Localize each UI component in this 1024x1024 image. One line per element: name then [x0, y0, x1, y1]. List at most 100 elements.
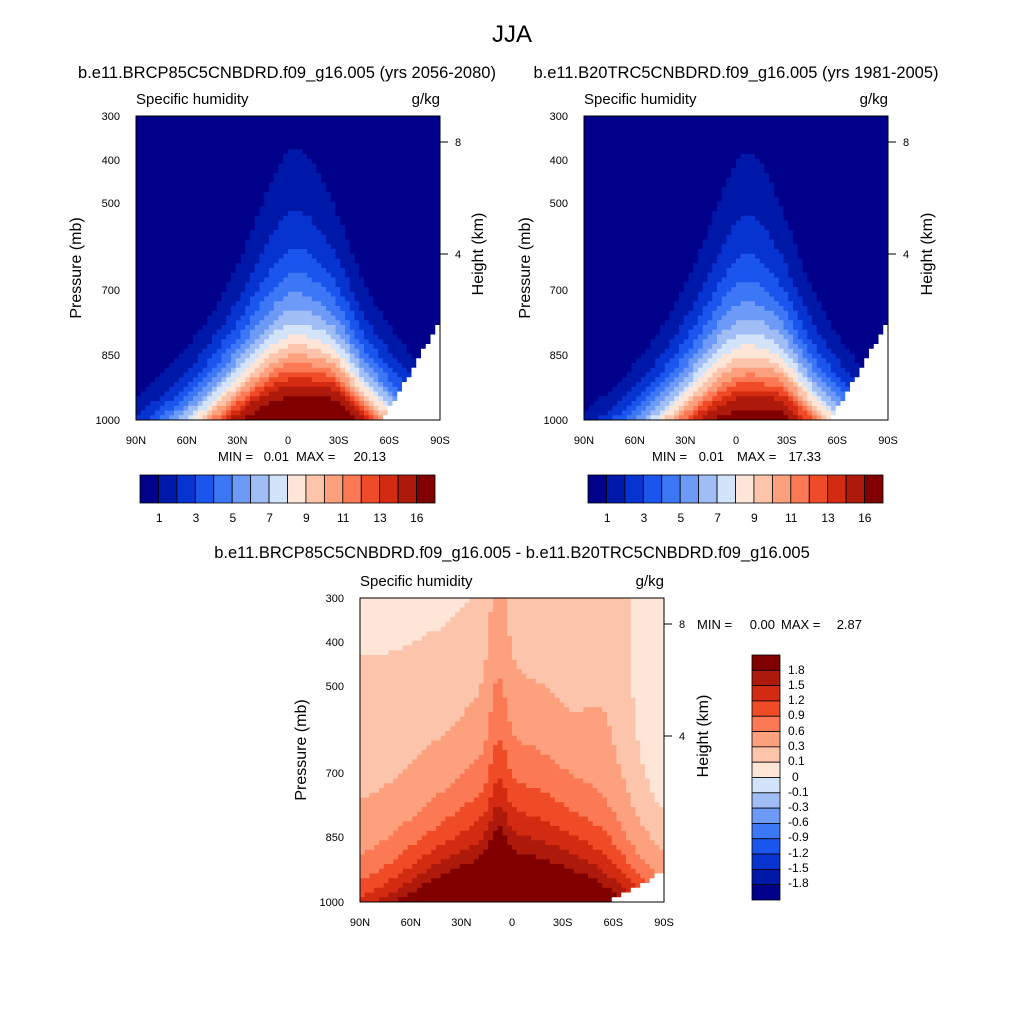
panel-rcp85-contour-cell	[416, 344, 422, 350]
panel-rcp85-contour-cell	[259, 215, 265, 221]
panel-20tr-contour-cell	[750, 130, 756, 136]
panel-rcp85-contour-cell	[387, 306, 393, 312]
panel-rcp85-contour-cell	[221, 377, 227, 383]
panel-rcp85-contour-cell	[297, 315, 303, 321]
panel-rcp85-contour-cell	[169, 182, 175, 188]
panel-rcp85-contour-cell	[364, 320, 370, 326]
panel-rcp85-contour-cell	[136, 211, 142, 217]
panel-rcp85-contour-cell	[259, 201, 265, 207]
panel-rcp85-contour-cell	[240, 348, 246, 354]
panel-rcp85-contour-cell	[416, 258, 422, 264]
panel-rcp85-contour-cell	[178, 215, 184, 221]
panel-20tr-contour-cell	[740, 130, 746, 136]
panel-rcp85-contour-cell	[297, 192, 303, 198]
panel-rcp85-contour-cell	[269, 401, 275, 407]
panel-rcp85-contour-cell	[416, 192, 422, 198]
panel-rcp85-contour-cell	[221, 192, 227, 198]
panel-rcp85-contour-cell	[188, 363, 194, 369]
panel-rcp85-contour-cell	[283, 192, 289, 198]
panel-rcp85-contour-cell	[311, 139, 317, 145]
panel-rcp85-mask-cell	[425, 367, 431, 373]
panel-rcp85-contour-cell	[283, 220, 289, 226]
panel-20tr-contour-cell	[769, 120, 775, 126]
panel-rcp85-contour-cell	[188, 130, 194, 136]
panel-rcp85-contour-cell	[202, 158, 208, 164]
panel-20tr-contour-cell	[717, 158, 723, 164]
panel-rcp85-contour-cell	[178, 415, 184, 421]
panel-rcp85-contour-cell	[212, 296, 218, 302]
panel-rcp85-contour-cell	[421, 154, 427, 160]
panel-rcp85-contour-cell	[354, 325, 360, 331]
panel-rcp85-contour-cell	[392, 258, 398, 264]
panel-20tr-contour-cell	[712, 163, 718, 169]
panel-rcp85-contour-cell	[364, 177, 370, 183]
panel-rcp85-contour-cell	[169, 296, 175, 302]
panel-rcp85-contour-cell	[145, 230, 151, 236]
panel-20tr-contour-cell	[807, 163, 813, 169]
panel-rcp85-contour-cell	[150, 268, 156, 274]
panel-rcp85-contour-cell	[159, 225, 165, 231]
panel-rcp85-contour-cell	[269, 168, 275, 174]
panel-20tr-contour-cell	[622, 144, 628, 150]
panel-rcp85-mask-cell	[430, 358, 436, 364]
panel-rcp85-contour-cell	[354, 282, 360, 288]
panel-rcp85-contour-cell	[335, 282, 341, 288]
panel-rcp85-contour-cell	[202, 182, 208, 188]
panel-20tr-contour-cell	[626, 168, 632, 174]
panel-rcp85-contour-cell	[340, 139, 346, 145]
panel-rcp85-contour-cell	[373, 415, 379, 421]
panel-rcp85-contour-cell	[307, 405, 313, 411]
panel-20tr-contour-cell	[859, 120, 865, 126]
panel-rcp85-contour-cell	[383, 220, 389, 226]
panel-rcp85-contour-cell	[435, 272, 441, 278]
panel-rcp85-contour-cell	[140, 405, 146, 411]
panel-rcp85-contour-cell	[245, 329, 251, 335]
panel-rcp85-contour-cell	[145, 206, 151, 212]
panel-rcp85-contour-cell	[288, 125, 294, 131]
panel-rcp85-contour-cell	[169, 367, 175, 373]
panel-rcp85-contour-cell	[283, 211, 289, 217]
panel-rcp85-contour-cell	[150, 272, 156, 278]
panel-rcp85-contour-cell	[273, 144, 279, 150]
panel-rcp85-contour-cell	[335, 149, 341, 155]
panel-rcp85-contour-cell	[155, 291, 161, 297]
panel-rcp85-contour-cell	[392, 325, 398, 331]
panel-20tr-contour-cell	[831, 149, 837, 155]
panel-rcp85-contour-cell	[397, 325, 403, 331]
panel-rcp85-contour-cell	[193, 135, 199, 141]
panel-rcp85-contour-cell	[383, 405, 389, 411]
panel-20tr-contour-cell	[797, 125, 803, 131]
panel-rcp85-contour-cell	[273, 272, 279, 278]
panel-rcp85-contour-cell	[430, 244, 436, 250]
panel-rcp85-contour-cell	[311, 230, 317, 236]
panel-rcp85-contour-cell	[216, 339, 222, 345]
panel-rcp85-contour-cell	[193, 173, 199, 179]
panel-rcp85-mask-cell	[406, 401, 412, 407]
panel-rcp85-contour-cell	[221, 263, 227, 269]
panel-rcp85-mask-cell	[425, 391, 431, 397]
panel-rcp85-contour-cell	[283, 239, 289, 245]
panel-rcp85-contour-cell	[354, 230, 360, 236]
panel-rcp85-contour-cell	[212, 177, 218, 183]
panel-rcp85-contour-cell	[425, 177, 431, 183]
panel-rcp85-contour-cell	[311, 249, 317, 255]
panel-20tr-contour-cell	[717, 163, 723, 169]
panel-20tr-contour-cell	[669, 139, 675, 145]
panel-rcp85-contour-cell	[364, 192, 370, 198]
panel-rcp85-contour-cell	[164, 367, 170, 373]
panel-rcp85-contour-cell	[269, 163, 275, 169]
panel-rcp85-contour-cell	[174, 116, 180, 122]
panel-rcp85-contour-cell	[359, 301, 365, 307]
panel-rcp85-contour-cell	[330, 125, 336, 131]
panel-rcp85-contour-cell	[359, 120, 365, 126]
panel-rcp85-contour-cell	[425, 268, 431, 274]
panel-rcp85-contour-cell	[197, 339, 203, 345]
panel-20tr-contour-cell	[712, 139, 718, 145]
panel-20tr-contour-cell	[707, 173, 713, 179]
panel-rcp85-contour-cell	[283, 382, 289, 388]
panel-rcp85-contour-cell	[411, 320, 417, 326]
panel-rcp85-contour-cell	[145, 358, 151, 364]
panel-rcp85-contour-cell	[226, 386, 232, 392]
panel-rcp85-contour-cell	[316, 353, 322, 359]
panel-rcp85-contour-cell	[345, 287, 351, 293]
